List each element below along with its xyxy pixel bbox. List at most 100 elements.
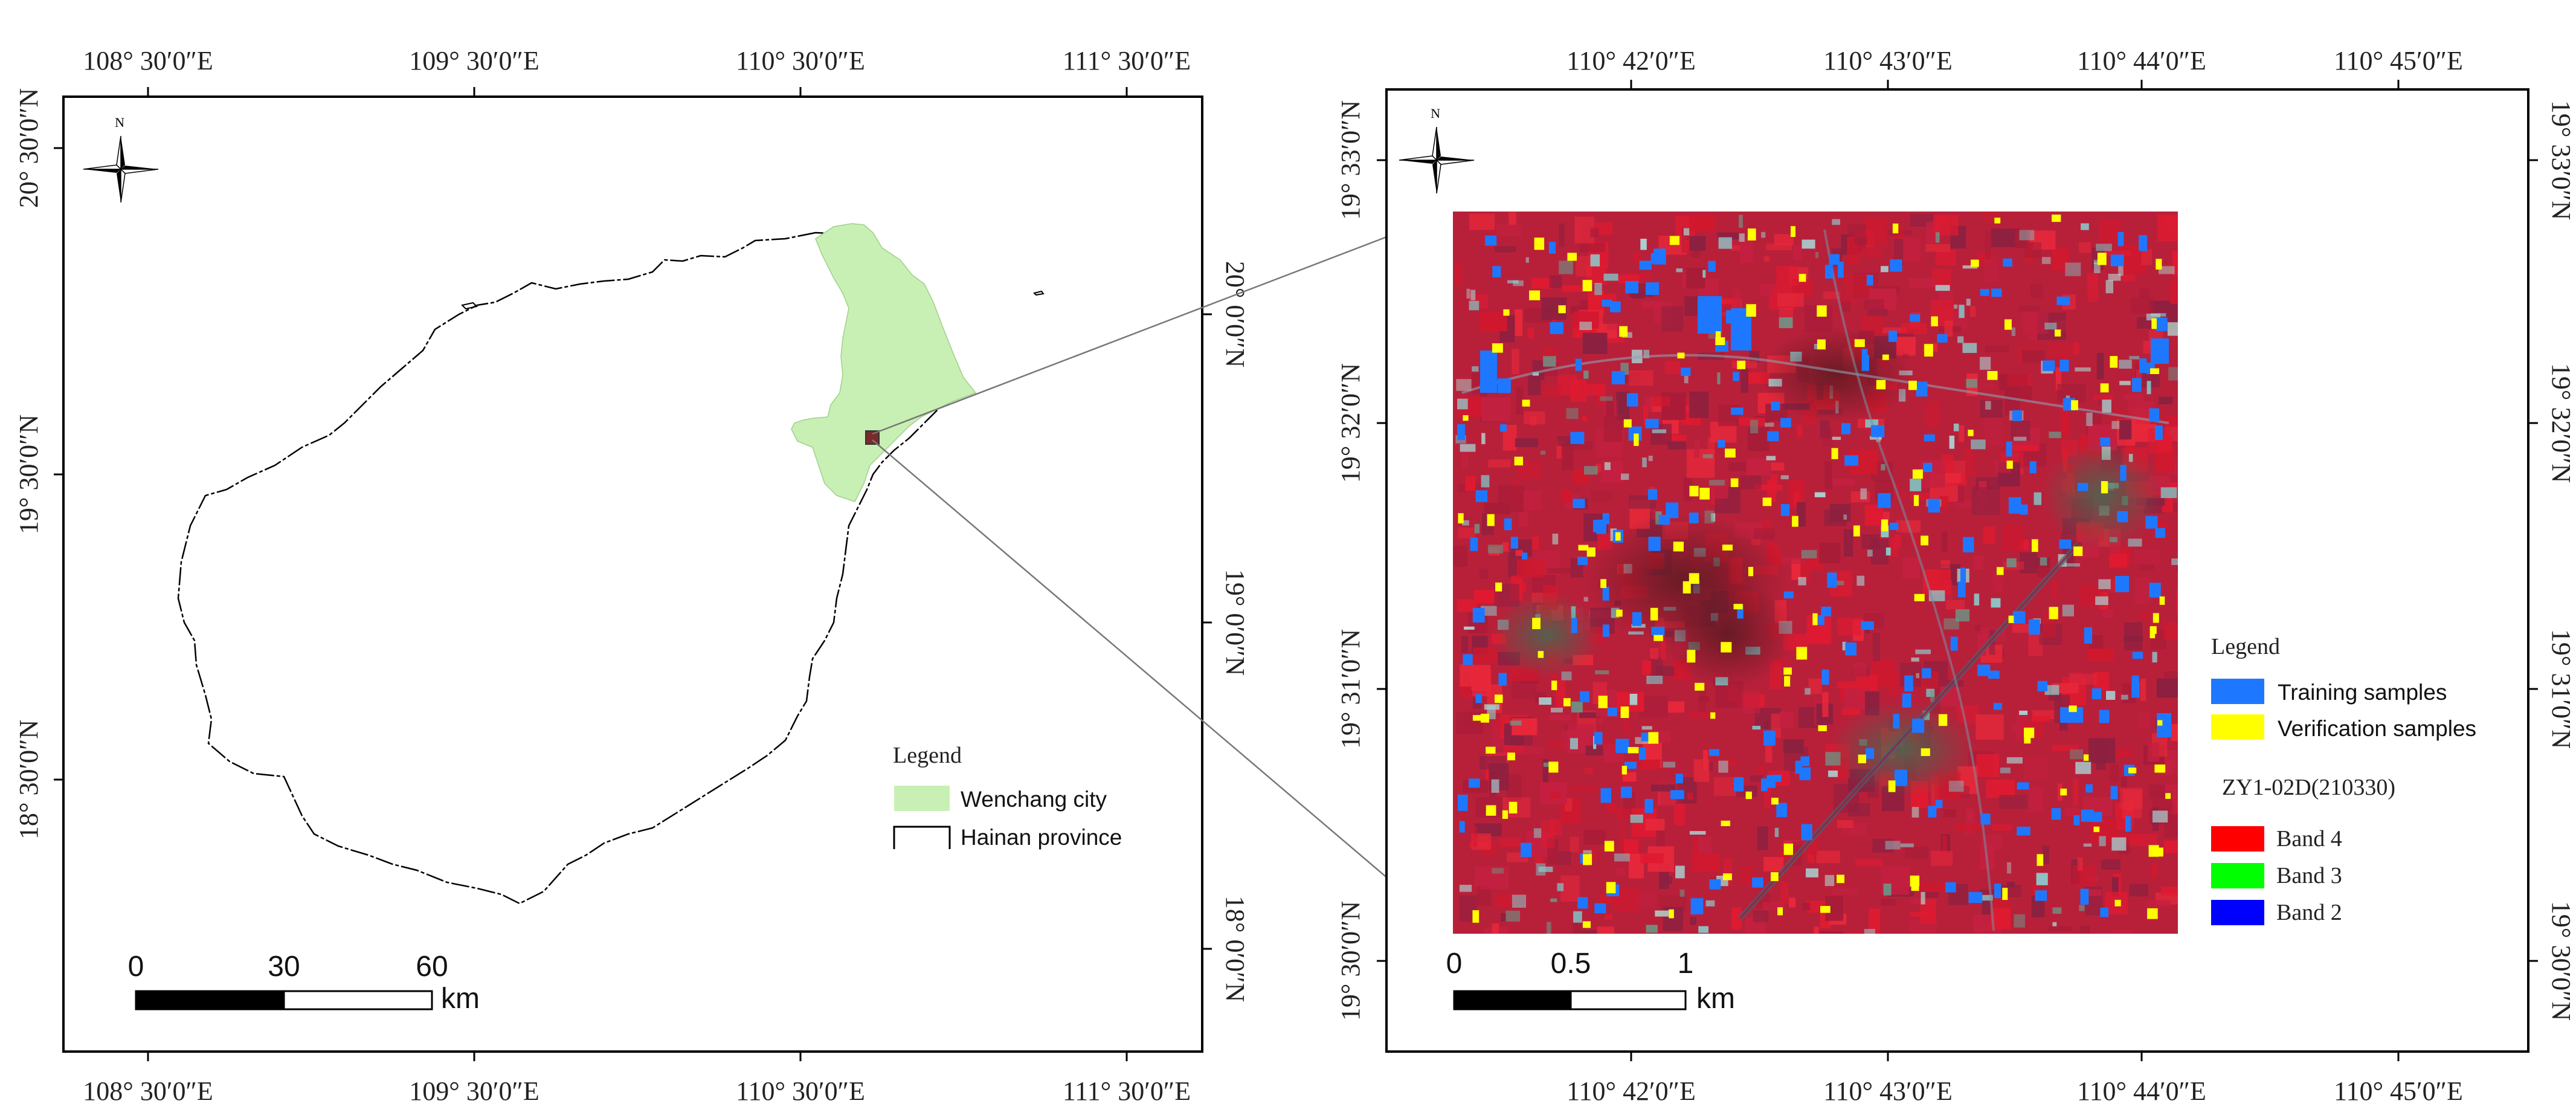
built-up-patch: [2146, 381, 2151, 395]
verification-sample-patch: [1914, 593, 1925, 601]
built-up-patch: [1551, 708, 1563, 713]
built-up-patch: [1646, 676, 1663, 684]
texture-patch: [2112, 877, 2119, 896]
built-up-patch: [1717, 372, 1721, 384]
training-sample-patch: [1602, 513, 1609, 525]
texture-patch: [1556, 441, 1563, 459]
right-map-left-lat-label: 19° 33′0″N: [1336, 100, 1365, 220]
texture-patch: [2156, 678, 2178, 698]
scale-tick-label: 1: [1678, 948, 1694, 980]
texture-patch: [1890, 537, 1899, 557]
texture-patch: [1902, 557, 1920, 579]
texture-patch: [1910, 493, 1931, 500]
verification-sample-patch: [1715, 331, 1721, 341]
training-sample-patch: [1690, 898, 1704, 914]
built-up-patch: [1832, 436, 1841, 440]
texture-patch: [2120, 242, 2125, 259]
satellite-image: [1453, 212, 2178, 934]
built-up-patch: [1630, 814, 1643, 823]
built-up-patch: [1761, 231, 1766, 238]
training-sample-patch: [1463, 654, 1473, 665]
texture-patch: [1964, 447, 1975, 476]
texture-patch: [1843, 529, 1853, 557]
verification-sample-patch: [1669, 236, 1679, 245]
left-bottom-lon-label: 110° 30′0″E: [736, 1076, 865, 1106]
training-sample-patch: [1958, 581, 1966, 598]
built-up-patch: [2159, 266, 2175, 274]
training-sample-patch: [2100, 907, 2109, 917]
verification-sample-patch: [1598, 696, 1608, 708]
built-up-patch: [1683, 228, 1690, 236]
texture-patch: [1460, 684, 1472, 698]
texture-patch: [1550, 791, 1560, 799]
texture-patch: [1549, 275, 1562, 288]
texture-patch: [1460, 664, 1473, 687]
built-up-patch: [1921, 892, 1925, 905]
training-sample-patch: [1577, 557, 1588, 565]
built-up-patch: [1815, 252, 1819, 259]
training-sample-patch: [2035, 890, 2047, 901]
training-sample-patch: [1620, 786, 1632, 798]
built-up-patch: [1943, 618, 1959, 630]
training-sample-patch: [1651, 627, 1665, 636]
verification-sample-patch: [1938, 714, 1948, 726]
built-up-patch: [2171, 558, 2178, 565]
verification-sample-patch: [1682, 581, 1691, 593]
legend-swatch-hainan: [893, 826, 951, 849]
built-up-patch: [2093, 259, 2101, 265]
training-sample-patch: [1497, 378, 1511, 393]
built-up-patch: [2152, 651, 2157, 663]
training-sample-patch: [1766, 775, 1776, 788]
built-up-patch: [2118, 262, 2124, 276]
verification-sample-patch: [1818, 725, 1827, 731]
right-legend-title: Legend: [2211, 634, 2280, 659]
verification-sample-patch: [2157, 720, 2163, 726]
training-sample-patch: [1935, 800, 1943, 809]
built-up-patch: [1860, 488, 1867, 500]
texture-patch: [1717, 232, 1739, 239]
built-up-patch: [2106, 691, 2116, 700]
verification-sample-patch: [1495, 582, 1502, 592]
built-up-patch: [1962, 343, 1977, 353]
built-up-patch: [1911, 658, 1919, 662]
texture-patch: [1966, 808, 1972, 821]
texture-patch: [1959, 425, 1965, 442]
built-up-patch: [2102, 399, 2111, 413]
texture-patch: [2047, 343, 2074, 358]
training-sample-patch: [1890, 259, 1902, 272]
training-sample-patch: [1670, 790, 1684, 800]
verification-sample-patch: [1817, 305, 1827, 317]
texture-patch: [1667, 441, 1687, 450]
training-sample-patch: [2100, 437, 2110, 447]
built-up-patch: [1481, 433, 1486, 444]
texture-patch: [2012, 444, 2038, 451]
verification-sample-patch: [2060, 788, 2067, 796]
built-up-patch: [1752, 726, 1761, 730]
verification-sample-patch: [2052, 215, 2061, 222]
right-lat-label: 20° 0′0″N: [1220, 261, 1250, 367]
training-sample-patch: [2085, 784, 2093, 793]
texture-patch: [1984, 255, 1999, 282]
training-sample-patch: [1888, 331, 1897, 342]
verification-sample-patch: [1628, 747, 1639, 754]
training-sample-patch: [1893, 714, 1900, 729]
texture-patch: [1954, 500, 1973, 508]
verification-sample-patch: [1502, 810, 1509, 819]
texture-patch: [1628, 370, 1653, 386]
verification-sample-patch: [1669, 909, 1674, 919]
legend-swatch-verification: [2211, 714, 2264, 740]
texture-patch: [2151, 862, 2157, 878]
legend-label-verification: Verification samples: [2278, 716, 2476, 741]
verification-sample-patch: [1888, 780, 1896, 792]
legend-swatch-band3: [2211, 863, 2264, 888]
texture-patch: [1583, 830, 1606, 845]
texture-patch: [2031, 895, 2045, 917]
training-sample-patch: [1521, 842, 1532, 857]
texture-patch: [1570, 836, 1579, 853]
training-sample-patch: [1709, 749, 1719, 756]
built-up-patch: [1559, 260, 1573, 274]
built-up-patch: [1953, 304, 1958, 309]
training-sample-patch: [1607, 707, 1617, 716]
built-up-patch: [1629, 694, 1638, 705]
texture-patch: [1943, 809, 1957, 818]
